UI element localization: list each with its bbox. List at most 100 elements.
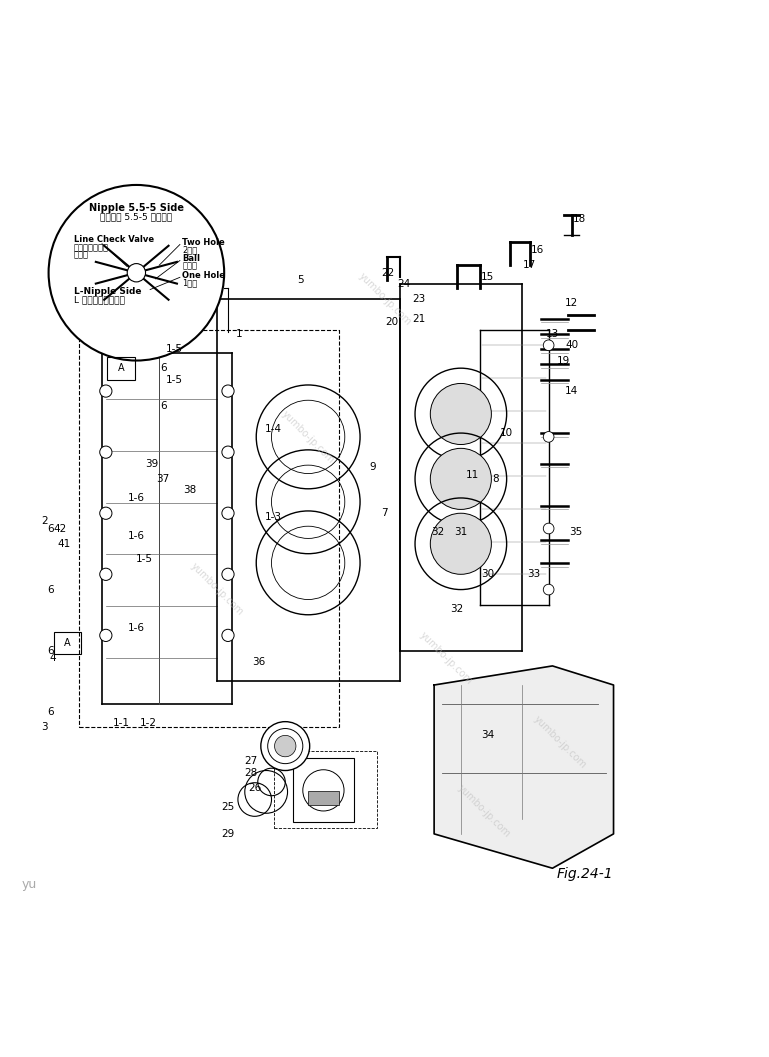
- Circle shape: [222, 385, 234, 397]
- Circle shape: [222, 569, 234, 580]
- Text: 7: 7: [381, 508, 388, 518]
- Text: 13: 13: [546, 329, 559, 339]
- Text: 23: 23: [412, 295, 425, 304]
- Text: 1-4: 1-4: [265, 424, 282, 434]
- Text: 1-5: 1-5: [166, 345, 183, 354]
- Text: 28: 28: [245, 767, 258, 778]
- Circle shape: [100, 446, 112, 459]
- Text: 1-6: 1-6: [128, 531, 145, 541]
- Text: 1-6: 1-6: [128, 623, 145, 633]
- Text: yumbo-jp.com: yumbo-jp.com: [418, 630, 474, 687]
- Circle shape: [261, 722, 310, 771]
- Text: yumbo-jp.com: yumbo-jp.com: [188, 561, 245, 618]
- Text: 10: 10: [500, 428, 513, 438]
- Text: 36: 36: [252, 657, 265, 667]
- Text: 31: 31: [454, 527, 468, 537]
- Text: 3: 3: [42, 722, 48, 733]
- Circle shape: [100, 385, 112, 397]
- Text: 34: 34: [481, 729, 494, 740]
- Text: 41: 41: [57, 539, 71, 549]
- Text: 6: 6: [160, 402, 166, 411]
- Text: A: A: [65, 638, 71, 648]
- Text: 6: 6: [48, 707, 54, 717]
- Circle shape: [48, 185, 225, 360]
- Text: 19: 19: [558, 355, 571, 366]
- Text: 14: 14: [565, 386, 578, 396]
- Text: 4: 4: [49, 653, 55, 664]
- Text: A: A: [118, 364, 125, 373]
- Text: 12: 12: [565, 298, 578, 309]
- Text: Line Check Valve: Line Check Valve: [74, 236, 154, 244]
- Text: 17: 17: [523, 260, 536, 271]
- Text: 21: 21: [412, 314, 425, 323]
- Text: 1-1: 1-1: [112, 718, 130, 728]
- Text: 42: 42: [53, 523, 67, 534]
- Text: yumbo-jp.com: yumbo-jp.com: [280, 409, 337, 465]
- Text: 18: 18: [573, 215, 586, 224]
- Text: 1-3: 1-3: [265, 512, 282, 522]
- Text: ボール: ボール: [182, 261, 197, 271]
- Text: Fig.24-1: Fig.24-1: [557, 867, 614, 882]
- Text: 9: 9: [370, 462, 376, 472]
- Circle shape: [100, 629, 112, 642]
- Circle shape: [100, 569, 112, 580]
- Text: 32: 32: [431, 527, 444, 537]
- Circle shape: [543, 585, 554, 595]
- Text: One Hole: One Hole: [182, 271, 225, 279]
- Circle shape: [222, 629, 234, 642]
- Text: 16: 16: [531, 245, 544, 255]
- Text: Nipple 5.5-5 Side: Nipple 5.5-5 Side: [89, 203, 184, 212]
- Text: 27: 27: [245, 757, 258, 766]
- Circle shape: [127, 263, 145, 282]
- Text: 20: 20: [385, 317, 398, 328]
- Text: 1-5: 1-5: [135, 554, 152, 564]
- Text: 39: 39: [145, 459, 158, 468]
- Text: 24: 24: [397, 279, 410, 290]
- Text: 11: 11: [466, 470, 479, 480]
- Circle shape: [268, 728, 303, 763]
- Circle shape: [543, 431, 554, 442]
- Text: 32: 32: [451, 604, 464, 614]
- Text: 30: 30: [481, 570, 494, 579]
- Text: 29: 29: [221, 829, 235, 839]
- Text: 2: 2: [42, 516, 48, 526]
- Text: 35: 35: [569, 527, 582, 537]
- Circle shape: [543, 340, 554, 351]
- Text: Ball: Ball: [182, 254, 200, 263]
- Circle shape: [431, 448, 491, 509]
- Text: 22: 22: [381, 267, 395, 278]
- Text: L ニップルサイド・: L ニップルサイド・: [74, 296, 125, 304]
- Text: 2ケ穴: 2ケ穴: [182, 245, 198, 255]
- Circle shape: [222, 446, 234, 459]
- Text: ニップル 5.5-5 サイド・: ニップル 5.5-5 サイド・: [100, 212, 172, 222]
- Text: 1-6: 1-6: [128, 493, 145, 503]
- Text: 40: 40: [565, 340, 578, 350]
- Polygon shape: [434, 666, 614, 868]
- Text: 6: 6: [48, 646, 54, 655]
- Text: L-Nipple Side: L-Nipple Side: [74, 288, 141, 296]
- Text: yumbo-jp.com: yumbo-jp.com: [532, 713, 588, 771]
- Text: 37: 37: [156, 474, 170, 484]
- Text: 38: 38: [183, 485, 196, 496]
- Text: 26: 26: [248, 783, 261, 793]
- FancyBboxPatch shape: [308, 791, 338, 804]
- Text: 6: 6: [160, 364, 166, 373]
- Text: yumbo-jp.com: yumbo-jp.com: [356, 272, 413, 328]
- Text: yumbo-jp.com: yumbo-jp.com: [455, 782, 512, 839]
- Circle shape: [100, 507, 112, 519]
- Text: 15: 15: [481, 272, 494, 281]
- Text: 5: 5: [297, 276, 304, 285]
- Text: 1: 1: [236, 329, 243, 339]
- Text: ラインチェック: ラインチェック: [74, 243, 108, 252]
- Text: 6: 6: [48, 585, 54, 595]
- Text: 1ケ穴: 1ケ穴: [182, 278, 198, 288]
- Circle shape: [431, 514, 491, 574]
- Text: 1-5: 1-5: [166, 374, 183, 385]
- Circle shape: [543, 523, 554, 534]
- Text: 25: 25: [221, 802, 235, 812]
- Text: 6: 6: [48, 523, 54, 534]
- Circle shape: [222, 507, 234, 519]
- Text: 8: 8: [492, 474, 498, 484]
- Text: yu: yu: [22, 878, 37, 891]
- Text: バルブ: バルブ: [74, 251, 88, 260]
